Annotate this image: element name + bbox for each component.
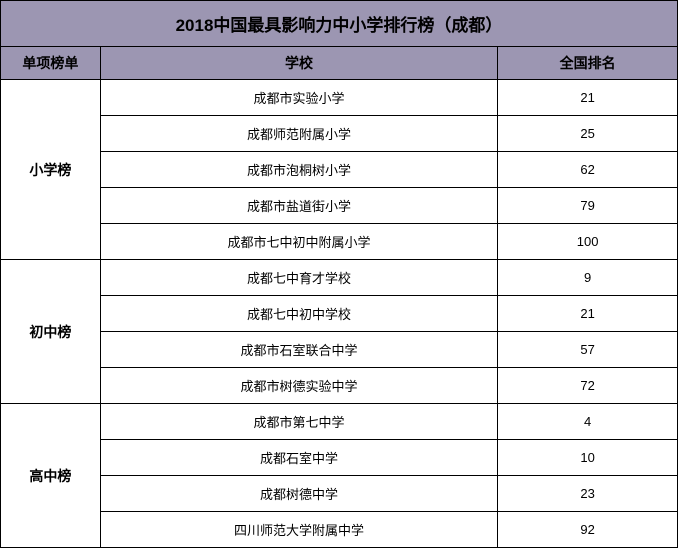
rank-cell: 92 [498, 512, 678, 548]
school-cell: 成都市树德实验中学 [100, 368, 497, 404]
school-cell: 成都石室中学 [100, 440, 497, 476]
header-school: 学校 [100, 47, 497, 80]
table-title: 2018中国最具影响力中小学排行榜（成都） [1, 1, 678, 47]
header-rank: 全国排名 [498, 47, 678, 80]
rank-cell: 21 [498, 80, 678, 116]
school-cell: 成都市泡桐树小学 [100, 152, 497, 188]
rank-cell: 72 [498, 368, 678, 404]
rank-cell: 23 [498, 476, 678, 512]
table-row: 成都市树德实验中学72 [1, 368, 678, 404]
school-cell: 四川师范大学附属中学 [100, 512, 497, 548]
table-row: 成都市盐道街小学79 [1, 188, 678, 224]
school-cell: 成都市盐道街小学 [100, 188, 497, 224]
rank-cell: 57 [498, 332, 678, 368]
table-row: 小学榜成都市实验小学21 [1, 80, 678, 116]
school-cell: 成都市第七中学 [100, 404, 497, 440]
table-row: 成都石室中学10 [1, 440, 678, 476]
table-row: 成都七中初中学校21 [1, 296, 678, 332]
rank-cell: 21 [498, 296, 678, 332]
school-cell: 成都市石室联合中学 [100, 332, 497, 368]
rank-cell: 79 [498, 188, 678, 224]
table-row: 成都市石室联合中学57 [1, 332, 678, 368]
table-row: 成都市泡桐树小学62 [1, 152, 678, 188]
rank-cell: 100 [498, 224, 678, 260]
category-cell: 高中榜 [1, 404, 101, 548]
rank-cell: 4 [498, 404, 678, 440]
table-row: 初中榜成都七中育才学校9 [1, 260, 678, 296]
table-body: 小学榜成都市实验小学21成都师范附属小学25成都市泡桐树小学62成都市盐道街小学… [1, 80, 678, 548]
table-row: 四川师范大学附属中学92 [1, 512, 678, 548]
title-row: 2018中国最具影响力中小学排行榜（成都） [1, 1, 678, 47]
ranking-table: 2018中国最具影响力中小学排行榜（成都） 单项榜单 学校 全国排名 小学榜成都… [0, 0, 678, 548]
school-cell: 成都七中育才学校 [100, 260, 497, 296]
school-cell: 成都市实验小学 [100, 80, 497, 116]
rank-cell: 10 [498, 440, 678, 476]
school-cell: 成都七中初中学校 [100, 296, 497, 332]
school-cell: 成都市七中初中附属小学 [100, 224, 497, 260]
category-cell: 小学榜 [1, 80, 101, 260]
rank-cell: 62 [498, 152, 678, 188]
table-row: 成都市七中初中附属小学100 [1, 224, 678, 260]
school-cell: 成都树德中学 [100, 476, 497, 512]
school-cell: 成都师范附属小学 [100, 116, 497, 152]
table-row: 成都树德中学23 [1, 476, 678, 512]
rank-cell: 25 [498, 116, 678, 152]
table-row: 成都师范附属小学25 [1, 116, 678, 152]
header-row: 单项榜单 学校 全国排名 [1, 47, 678, 80]
table-row: 高中榜成都市第七中学4 [1, 404, 678, 440]
rank-cell: 9 [498, 260, 678, 296]
header-category: 单项榜单 [1, 47, 101, 80]
category-cell: 初中榜 [1, 260, 101, 404]
